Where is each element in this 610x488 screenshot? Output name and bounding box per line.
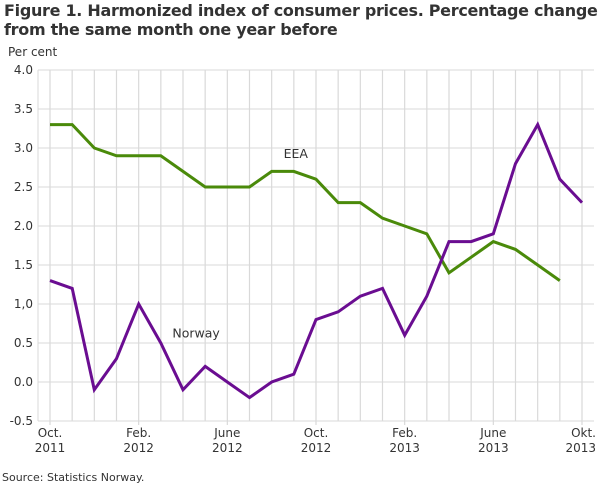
x-tick-label: 2012 <box>123 441 154 455</box>
y-tick-label: 1,0 <box>14 297 33 311</box>
source-note: Source: Statistics Norway. <box>2 471 145 484</box>
x-tick-label: 2013 <box>389 441 420 455</box>
y-tick-label: 2.5 <box>14 180 33 194</box>
x-tick-label: Oct. <box>38 426 63 440</box>
y-tick-label: 3.5 <box>14 102 33 116</box>
y-tick-label: -0.5 <box>10 414 33 428</box>
x-tick-label: Oct. <box>304 426 329 440</box>
series-line-eea <box>50 123 561 282</box>
x-tick-label: 2012 <box>212 441 243 455</box>
y-axis-label: Per cent <box>8 45 58 59</box>
y-tick-label: 4.0 <box>14 63 33 77</box>
x-tick-label: Feb. <box>126 426 151 440</box>
series-labels: EEA Norway <box>172 146 308 340</box>
x-tick-label: 2013 <box>478 441 509 455</box>
y-axis-ticks: -0.5 0.0 0.5 1,0 1.5 2.0 2.5 3.0 3.5 4.0 <box>10 63 33 428</box>
x-tick-label: 2011 <box>35 441 66 455</box>
x-tick-label: Okt. <box>571 426 596 440</box>
x-tick-label: June <box>213 426 240 440</box>
chart-title: Figure 1. Harmonized index of consumer p… <box>4 1 598 39</box>
y-tick-label: 3.0 <box>14 141 33 155</box>
series-label-norway: Norway <box>172 326 220 341</box>
y-tick-label: 0.0 <box>14 375 33 389</box>
x-axis-ticks: Oct.2011Feb.2012June2012Oct.2012Feb.2013… <box>35 426 596 455</box>
series-lines <box>49 121 584 400</box>
y-tick-label: 1.5 <box>14 258 33 272</box>
x-tick-label: 2012 <box>301 441 332 455</box>
series-label-eea: EEA <box>284 146 309 161</box>
x-tick-label: Feb. <box>392 426 417 440</box>
y-tick-label: 0.5 <box>14 336 33 350</box>
x-tick-label: 2013 <box>565 441 596 455</box>
y-tick-label: 2.0 <box>14 219 33 233</box>
x-tick-label: June <box>479 426 506 440</box>
